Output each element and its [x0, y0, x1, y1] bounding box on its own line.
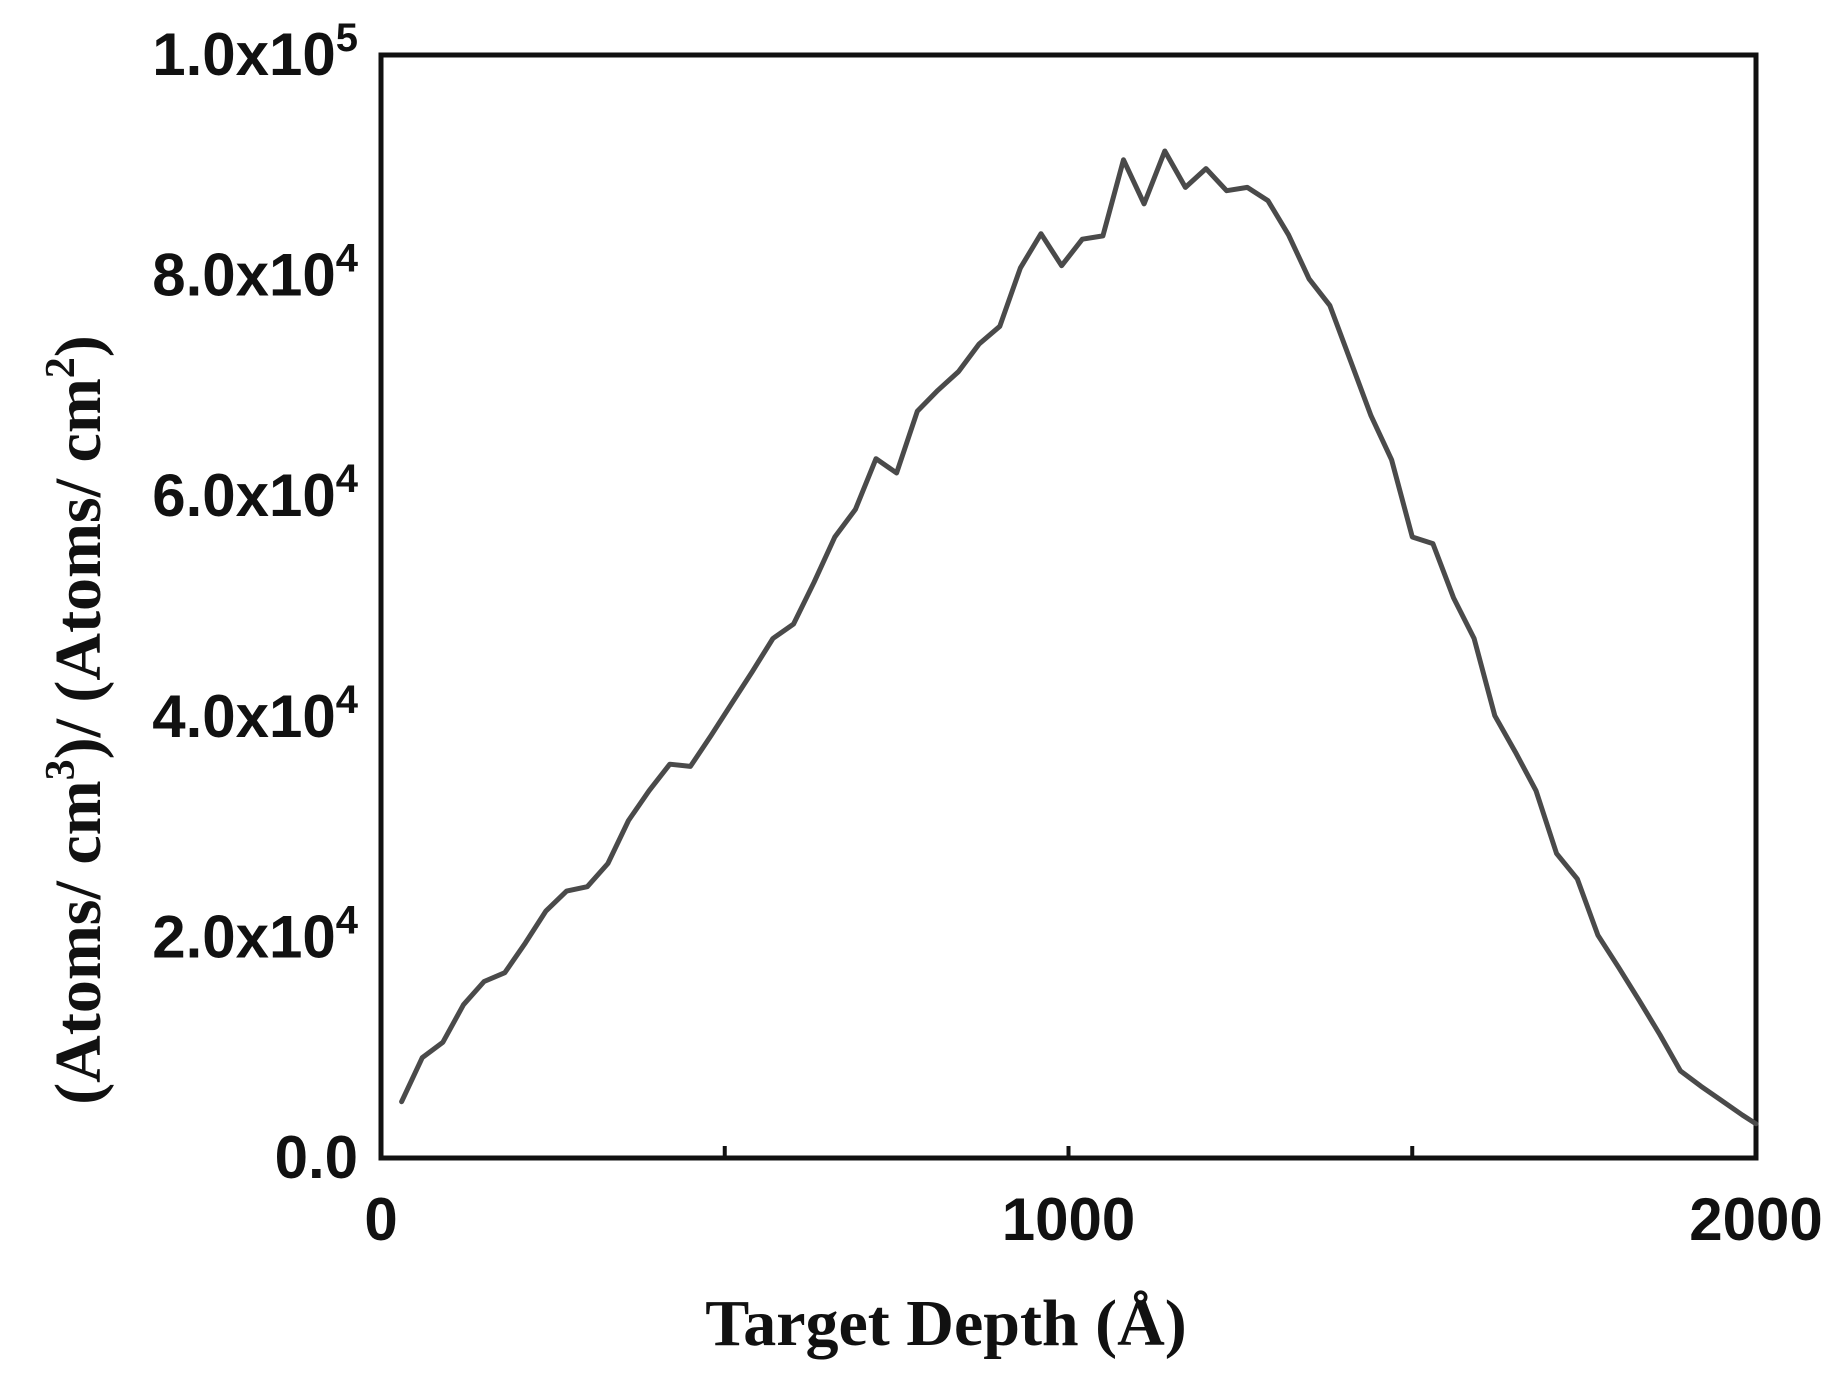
y-tick-exponent: 4 [336, 237, 359, 281]
data-point [1657, 1032, 1662, 1037]
data-point [894, 471, 899, 476]
y-tick-exponent: 4 [336, 457, 359, 501]
data-point [977, 341, 982, 346]
data-point [791, 622, 796, 627]
data-point [523, 940, 528, 945]
data-point [440, 1040, 445, 1045]
y-tick-mantissa: 8.0x10 [152, 242, 336, 309]
data-point [770, 636, 775, 641]
y-axis-title-mid: )/ (Atoms/ cm [42, 378, 115, 759]
data-point [461, 1002, 466, 1007]
data-point [915, 409, 920, 414]
x-tick-label: 2000 [1689, 1186, 1822, 1253]
x-axis-title: Target Depth (Å) [705, 1287, 1187, 1360]
data-point [399, 1099, 404, 1104]
y-tick-mantissa: 6.0x10 [152, 462, 336, 529]
data-point [1018, 265, 1023, 270]
data-point [1039, 231, 1044, 236]
y-tick-mantissa: 2.0x10 [152, 903, 336, 970]
y-axis-title-open: (Atoms/ cm [42, 780, 115, 1104]
data-point [1513, 750, 1518, 755]
data-point [1430, 541, 1435, 546]
y-tick-label: 0.0 [275, 1124, 358, 1191]
data-point [1100, 233, 1105, 238]
x-axis-ticks: 0 1000 2000 [364, 1146, 1823, 1253]
y-tick-exponent: 5 [336, 16, 358, 60]
data-point [1740, 1112, 1745, 1117]
x-tick-label: 0 [364, 1186, 397, 1253]
y-axis-title-close: ) [42, 335, 115, 357]
data-point [1754, 1121, 1759, 1126]
y-tick-label: 6.0x104 [152, 457, 359, 529]
data-point [1245, 185, 1250, 190]
y-tick-mantissa: 4.0x10 [152, 683, 336, 750]
data-point [1410, 535, 1415, 540]
data-point [956, 369, 961, 374]
series-line [399, 148, 1759, 1127]
data-point [1699, 1084, 1704, 1089]
data-point [853, 507, 858, 512]
data-point [1616, 965, 1621, 970]
y-axis-title: (Atoms/ cm3)/ (Atoms/ cm2) [38, 335, 115, 1105]
data-point [605, 861, 610, 866]
data-point [832, 535, 837, 540]
data-point [1389, 457, 1394, 462]
data-point [874, 456, 879, 461]
data-point [1534, 788, 1539, 793]
data-point [935, 388, 940, 393]
data-point [420, 1055, 425, 1060]
data-point [1637, 998, 1642, 1003]
data-point [1678, 1068, 1683, 1073]
data-point [564, 889, 569, 894]
y-tick-mantissa: 0.0 [275, 1124, 358, 1191]
data-point [1554, 851, 1559, 856]
data-point [1575, 876, 1580, 881]
data-point [1595, 933, 1600, 938]
data-point [585, 884, 590, 889]
data-point [812, 580, 817, 585]
data-point [1327, 303, 1332, 308]
y-tick-label: 1.0x105 [152, 16, 358, 88]
data-point [1492, 713, 1497, 718]
y-tick-exponent: 4 [336, 678, 359, 722]
data-point [750, 669, 755, 674]
data-point [997, 324, 1002, 329]
data-point [1224, 188, 1229, 193]
data-point [1286, 232, 1291, 237]
data-point [1059, 263, 1064, 268]
data-point [688, 764, 693, 769]
data-point [626, 818, 631, 823]
y-tick-label: 8.0x104 [152, 237, 359, 309]
y-axis-title-sup2: 2 [38, 357, 84, 378]
data-point [1080, 237, 1085, 242]
data-point [1472, 636, 1477, 641]
y-tick-label: 4.0x104 [152, 678, 359, 750]
data-point [502, 970, 507, 975]
data-point [1451, 595, 1456, 600]
data-point [1719, 1098, 1724, 1103]
data-point [1204, 166, 1209, 171]
data-point [667, 762, 672, 767]
data-point [647, 788, 652, 793]
data-point [1183, 185, 1188, 190]
y-axis-title-sup1: 3 [38, 759, 84, 780]
data-point [1265, 198, 1270, 203]
data-point [544, 908, 549, 913]
data-point [729, 701, 734, 706]
data-point [1369, 413, 1374, 418]
data-point [1121, 157, 1126, 162]
data-point [709, 733, 714, 738]
data-point [1162, 148, 1167, 153]
y-tick-label: 2.0x104 [152, 898, 359, 970]
x-tick-label: 1000 [1002, 1186, 1135, 1253]
y-tick-mantissa: 1.0x10 [152, 21, 336, 88]
data-point [482, 979, 487, 984]
data-point [1348, 358, 1353, 363]
data-point [1307, 276, 1312, 281]
data-point [1142, 201, 1147, 206]
y-tick-exponent: 4 [336, 898, 359, 942]
